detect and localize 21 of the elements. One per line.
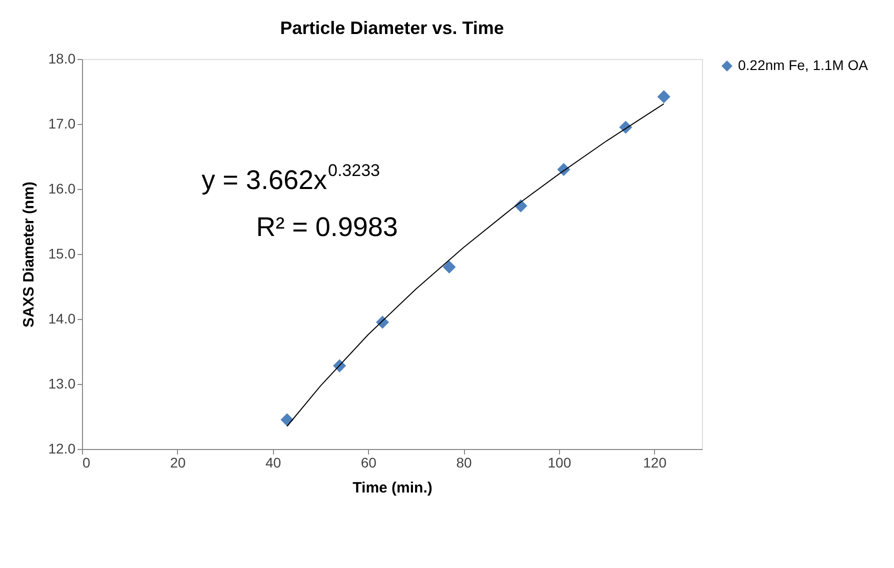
x-tick-label: 120 (643, 454, 667, 470)
chart-title: Particle Diameter vs. Time (280, 18, 504, 38)
y-tick-label: 18.0 (48, 50, 76, 66)
legend-label: 0.22nm Fe, 1.1M OA (738, 57, 869, 73)
y-tick-label: 17.0 (48, 116, 76, 132)
point (657, 90, 670, 104)
y-tick-label: 15.0 (48, 246, 76, 262)
y-tick-label: 16.0 (48, 180, 76, 196)
y-tick-label: 13.0 (48, 376, 76, 392)
x-tick-label: 40 (265, 454, 282, 470)
y-axis-title: SAXS Diameter (nm) (20, 182, 38, 328)
annotation: R² = 0.9983 (256, 212, 398, 242)
point (442, 260, 456, 274)
x-axis-title: Time (min.) (352, 480, 432, 496)
x-tick-label: 60 (360, 454, 377, 470)
x-tick-label: 100 (548, 454, 572, 470)
x-tick-label: 0 (82, 454, 90, 470)
x-tick-label: 20 (170, 454, 186, 470)
x-tick-label: 80 (456, 454, 472, 470)
y-tick-label: 12.0 (48, 440, 76, 456)
y-tick-label: 14.0 (48, 310, 76, 326)
